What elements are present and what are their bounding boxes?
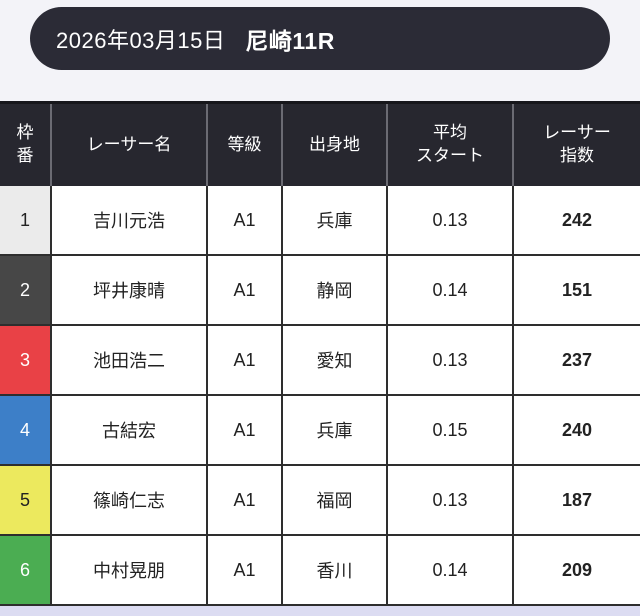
frame-number-cell: 1 xyxy=(0,186,50,256)
racer-name-cell: 坪井康晴 xyxy=(50,256,206,326)
racer-index-cell: 237 xyxy=(512,326,640,396)
table-body: 1 吉川元浩 A1 兵庫 0.13 242 2 坪井康晴 A1 静岡 0.14 151 3 池田浩二 A1 愛… xyxy=(0,186,640,606)
origin-cell: 愛知 xyxy=(281,326,386,396)
avg-start-cell: 0.13 xyxy=(386,466,512,536)
col-header-frame-number: 枠 番 xyxy=(16,123,34,165)
race-title: 尼崎11R xyxy=(245,27,335,54)
racer-index-cell: 187 xyxy=(512,466,640,536)
origin-cell: 香川 xyxy=(281,536,386,606)
origin-cell: 福岡 xyxy=(281,466,386,536)
racer-name-cell: 池田浩二 xyxy=(50,326,206,396)
col-header-avg-start: 平均 スタート xyxy=(386,104,512,186)
avg-start-cell: 0.13 xyxy=(386,186,512,256)
frame-number-cell: 4 xyxy=(0,396,50,466)
col-header-racer-index: レーサー 指数 xyxy=(512,104,640,186)
grade-cell: A1 xyxy=(206,466,281,536)
frame-number-cell: 3 xyxy=(0,326,50,396)
racer-name-cell: 篠崎仁志 xyxy=(50,466,206,536)
racer-index-cell: 209 xyxy=(512,536,640,606)
table-row: 2 坪井康晴 A1 静岡 0.14 151 xyxy=(0,256,640,326)
table-row: 6 中村晃朋 A1 香川 0.14 209 xyxy=(0,536,640,606)
grade-cell: A1 xyxy=(206,256,281,326)
racer-name-cell: 吉川元浩 xyxy=(50,186,206,256)
avg-start-cell: 0.15 xyxy=(386,396,512,466)
racer-table: 枠 番 レーサー名 等級 出身地 平均 スタート レーサー 指数 1 吉川元浩 A1… xyxy=(0,101,640,606)
origin-cell: 兵庫 xyxy=(281,396,386,466)
racer-index-cell: 151 xyxy=(512,256,640,326)
racer-name-cell: 古結宏 xyxy=(50,396,206,466)
frame-number-cell: 5 xyxy=(0,466,50,536)
table-row: 1 吉川元浩 A1 兵庫 0.13 242 xyxy=(0,186,640,256)
grade-cell: A1 xyxy=(206,536,281,606)
table-row: 3 池田浩二 A1 愛知 0.13 237 xyxy=(0,326,640,396)
frame-number-cell: 6 xyxy=(0,536,50,606)
avg-start-cell: 0.13 xyxy=(386,326,512,396)
frame-number-cell: 2 xyxy=(0,256,50,326)
avg-start-cell: 0.14 xyxy=(386,536,512,606)
col-header-origin: 出身地 xyxy=(281,104,386,186)
table-row: 4 古結宏 A1 兵庫 0.15 240 xyxy=(0,396,640,466)
race-header: 2026年03月15日 尼崎11R xyxy=(30,7,610,70)
racer-index-cell: 242 xyxy=(512,186,640,256)
grade-cell: A1 xyxy=(206,326,281,396)
bottom-strip xyxy=(0,606,640,616)
race-date: 2026年03月15日 xyxy=(56,27,226,53)
racer-index-cell: 240 xyxy=(512,396,640,466)
table-header-row: 枠 番 レーサー名 等級 出身地 平均 スタート レーサー 指数 xyxy=(0,101,640,186)
col-header-racer-name: レーサー名 xyxy=(50,104,206,186)
origin-cell: 静岡 xyxy=(281,256,386,326)
racer-name-cell: 中村晃朋 xyxy=(50,536,206,606)
avg-start-cell: 0.14 xyxy=(386,256,512,326)
col-header-grade: 等級 xyxy=(206,104,281,186)
origin-cell: 兵庫 xyxy=(281,186,386,256)
table-row: 5 篠崎仁志 A1 福岡 0.13 187 xyxy=(0,466,640,536)
grade-cell: A1 xyxy=(206,186,281,256)
grade-cell: A1 xyxy=(206,396,281,466)
